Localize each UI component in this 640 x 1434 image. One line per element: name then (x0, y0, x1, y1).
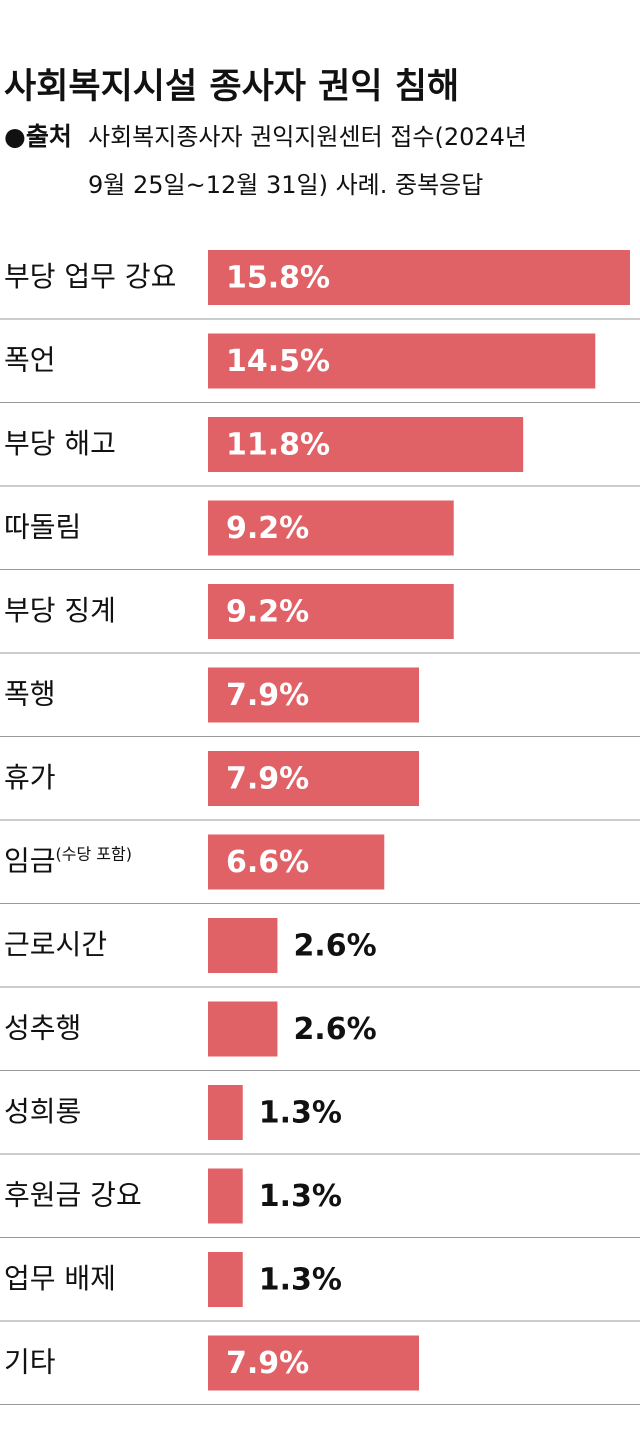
value-label: 1.3% (259, 1179, 342, 1214)
value-label: 9.2% (226, 595, 309, 630)
value-label: 2.6% (293, 1012, 376, 1047)
value-label: 7.9% (226, 678, 309, 713)
value-label: 6.6% (226, 845, 309, 880)
bar (208, 751, 419, 806)
category-label: 근로시간 (4, 928, 107, 961)
bar (208, 1252, 243, 1307)
category-label: 성추행 (4, 1012, 81, 1045)
value-label: 14.5% (226, 344, 330, 379)
category-label: 임금(수당 포함) (4, 844, 132, 878)
bar (208, 333, 596, 389)
value-label: 15.8% (226, 261, 330, 296)
bar (208, 250, 630, 305)
category-label: 폭언 (4, 344, 56, 377)
category-label: 부당 업무 강요 (4, 260, 176, 293)
bar (208, 918, 278, 973)
bar (208, 1168, 243, 1224)
chart-title: 사회복지시설 종사자 권익 침해 (4, 67, 459, 107)
value-label: 1.3% (259, 1096, 342, 1131)
category-label: 휴가 (4, 761, 56, 794)
bar (208, 500, 454, 556)
bar (208, 584, 454, 639)
source-text: 9월 25일~12월 31일) 사례. 중복응답 (88, 171, 483, 199)
bar (208, 834, 385, 890)
category-label: 따돌림 (4, 511, 81, 544)
bar (208, 417, 524, 472)
source-text: 사회복지종사자 권익지원센터 접수(2024년 (88, 123, 527, 151)
value-label: 1.3% (259, 1263, 342, 1298)
category-label: 후원금 강요 (4, 1179, 142, 1212)
category-label: 부당 해고 (4, 427, 116, 460)
value-label: 7.9% (226, 762, 309, 797)
category-label: 폭행 (4, 678, 56, 711)
source-label: ●출처 (4, 122, 72, 151)
value-label: 11.8% (226, 428, 330, 463)
value-label: 9.2% (226, 511, 309, 546)
bar (208, 1335, 419, 1391)
value-label: 2.6% (293, 929, 376, 964)
bar (208, 667, 419, 723)
bar (208, 1085, 243, 1140)
category-label: 업무 배제 (4, 1262, 116, 1295)
category-label: 성희롱 (4, 1095, 81, 1128)
category-label: 기타 (4, 1346, 56, 1379)
value-label: 7.9% (226, 1346, 309, 1381)
category-label: 부당 징계 (4, 594, 116, 627)
bar (208, 1001, 278, 1057)
